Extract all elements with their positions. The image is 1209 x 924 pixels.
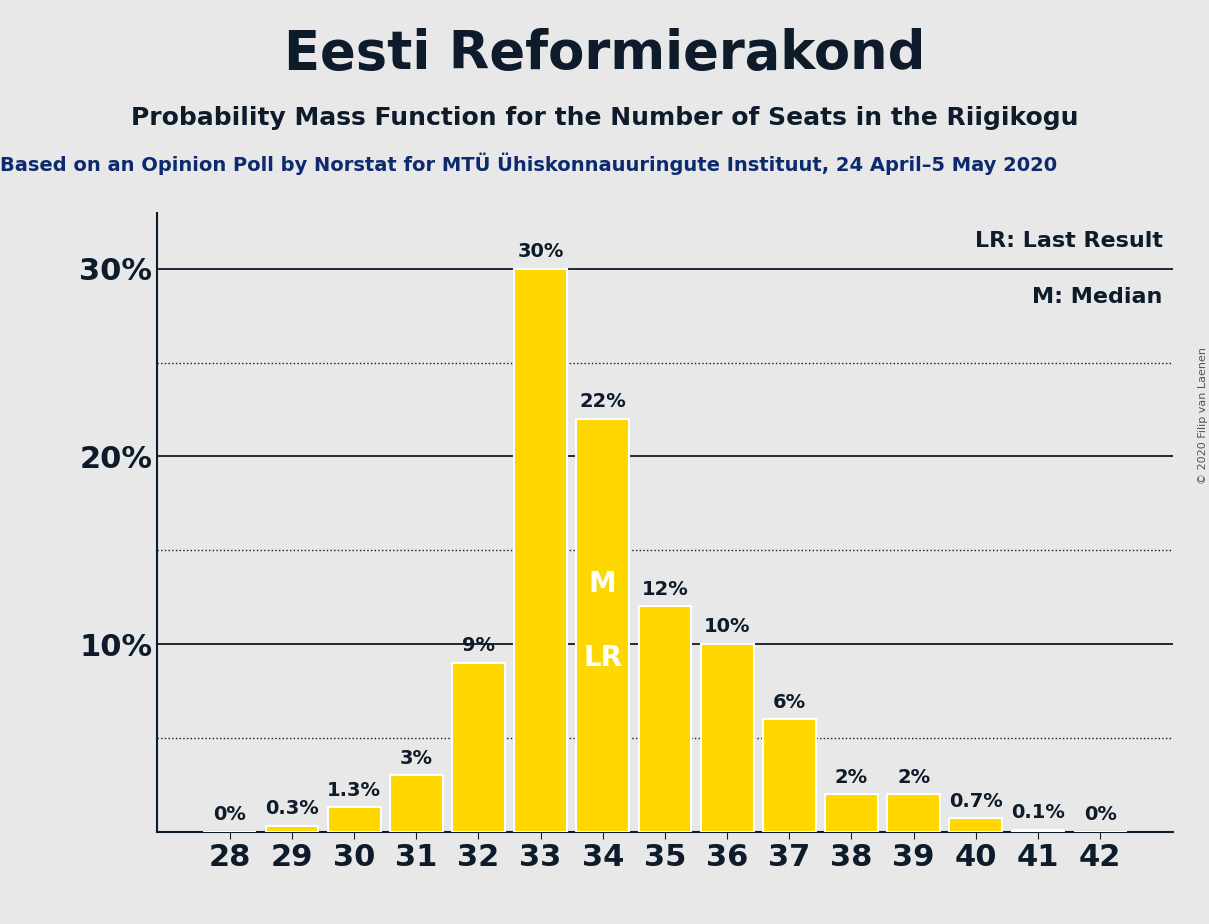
Bar [389,775,442,832]
Text: 6%: 6% [773,692,806,711]
Text: Probability Mass Function for the Number of Seats in the Riigikogu: Probability Mass Function for the Number… [131,106,1078,130]
Text: LR: Last Result: LR: Last Result [974,231,1163,251]
Text: 0%: 0% [213,805,247,824]
Bar [887,794,941,832]
Text: © 2020 Filip van Laenen: © 2020 Filip van Laenen [1198,347,1208,484]
Text: 2%: 2% [835,768,868,786]
Bar [825,794,878,832]
Text: 3%: 3% [400,748,433,768]
Text: M: M [589,570,617,598]
Bar [638,606,692,832]
Text: Based on an Opinion Poll by Norstat for MTÜ Ühiskonnauuringute Instituut, 24 Apr: Based on an Opinion Poll by Norstat for … [0,152,1057,175]
Bar [763,719,816,832]
Text: 0.1%: 0.1% [1011,803,1065,822]
Text: Eesti Reformierakond: Eesti Reformierakond [284,28,925,79]
Bar [452,663,505,832]
Bar [514,269,567,832]
Text: 2%: 2% [897,768,930,786]
Bar [701,644,753,832]
Text: 12%: 12% [642,580,688,599]
Bar [949,819,1002,832]
Text: M: Median: M: Median [1032,286,1163,307]
Text: 9%: 9% [462,637,494,655]
Text: LR: LR [583,644,623,673]
Bar [1012,830,1064,832]
Bar [328,808,381,832]
Text: 0.7%: 0.7% [949,792,1002,811]
Bar [577,419,629,832]
Text: 0%: 0% [1083,805,1117,824]
Text: 30%: 30% [517,242,563,261]
Text: 1.3%: 1.3% [328,781,381,799]
Text: 22%: 22% [579,393,626,411]
Text: 10%: 10% [704,617,751,637]
Bar [266,826,318,832]
Text: 0.3%: 0.3% [265,799,319,819]
